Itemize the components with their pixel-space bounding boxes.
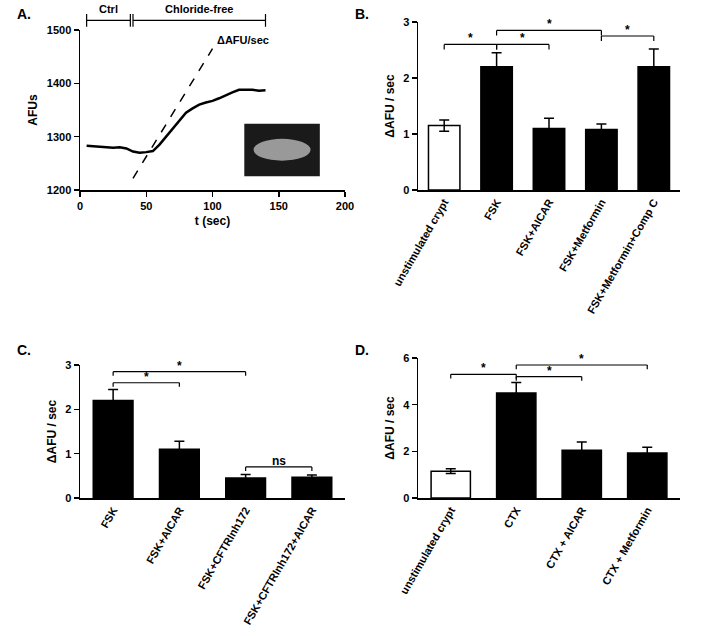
svg-text:0: 0 xyxy=(65,492,71,504)
svg-text:6: 6 xyxy=(403,352,409,364)
svg-text:Ctrl: Ctrl xyxy=(99,3,118,15)
svg-text:C.: C. xyxy=(17,342,31,358)
svg-text:*: * xyxy=(468,31,473,45)
svg-text:1300: 1300 xyxy=(47,131,71,143)
svg-text:FSK: FSK xyxy=(98,505,119,530)
svg-text:0: 0 xyxy=(403,184,409,196)
svg-text:3: 3 xyxy=(403,16,409,28)
svg-text:*: * xyxy=(144,370,149,384)
svg-text:*: * xyxy=(579,352,584,366)
svg-text:1: 1 xyxy=(65,448,71,460)
svg-text:1500: 1500 xyxy=(47,24,71,36)
svg-text:*: * xyxy=(547,364,552,378)
svg-text:*: * xyxy=(481,361,486,375)
svg-text:1400: 1400 xyxy=(47,77,71,89)
svg-text:2: 2 xyxy=(403,72,409,84)
svg-text:FSK+CFTRInh172+AICAR: FSK+CFTRInh172+AICAR xyxy=(241,505,318,627)
svg-text:100: 100 xyxy=(203,200,221,212)
svg-text:unstimulated crypt: unstimulated crypt xyxy=(391,197,451,289)
svg-text:3: 3 xyxy=(65,359,71,371)
svg-text:ns: ns xyxy=(272,454,286,468)
svg-text:*: * xyxy=(520,31,525,45)
svg-text:4: 4 xyxy=(403,399,410,411)
svg-text:ΔAFU / sec: ΔAFU / sec xyxy=(383,396,397,460)
svg-text:FSK+AICAR: FSK+AICAR xyxy=(513,197,555,258)
svg-text:Chloride-free: Chloride-free xyxy=(165,3,233,15)
svg-text:t (sec): t (sec) xyxy=(195,214,230,228)
svg-text:0: 0 xyxy=(77,200,83,212)
svg-text:CTX: CTX xyxy=(501,504,523,530)
svg-text:*: * xyxy=(547,17,552,31)
svg-text:150: 150 xyxy=(270,200,288,212)
svg-text:ΔAFU / sec: ΔAFU / sec xyxy=(45,400,59,464)
svg-text:ΔAFU/sec: ΔAFU/sec xyxy=(217,34,269,46)
svg-text:FSK: FSK xyxy=(482,197,503,222)
svg-text:B.: B. xyxy=(355,6,369,22)
svg-text:FSK+AICAR: FSK+AICAR xyxy=(144,505,186,566)
svg-text:unstimulated crypt: unstimulated crypt xyxy=(398,505,458,597)
svg-text:1200: 1200 xyxy=(47,184,71,196)
svg-text:D.: D. xyxy=(355,342,369,358)
svg-text:FSK+CFTRInh172: FSK+CFTRInh172 xyxy=(195,505,252,591)
svg-text:FSK+Metformin+Comp C: FSK+Metformin+Comp C xyxy=(585,197,661,316)
svg-text:2: 2 xyxy=(65,403,71,415)
svg-text:CTX + AICAR: CTX + AICAR xyxy=(543,505,588,571)
svg-text:FSK+Metformin: FSK+Metformin xyxy=(557,197,608,274)
svg-text:*: * xyxy=(177,359,182,373)
svg-text:A.: A. xyxy=(17,6,31,22)
svg-text:ΔAFU / sec: ΔAFU / sec xyxy=(383,74,397,138)
svg-text:1: 1 xyxy=(403,128,409,140)
svg-text:0: 0 xyxy=(403,492,409,504)
svg-text:2: 2 xyxy=(403,445,409,457)
svg-text:*: * xyxy=(625,23,630,37)
svg-text:AFUs: AFUs xyxy=(26,94,40,126)
svg-text:50: 50 xyxy=(140,200,152,212)
svg-text:CTX + Metformin: CTX + Metformin xyxy=(600,505,654,587)
svg-text:200: 200 xyxy=(336,200,354,212)
